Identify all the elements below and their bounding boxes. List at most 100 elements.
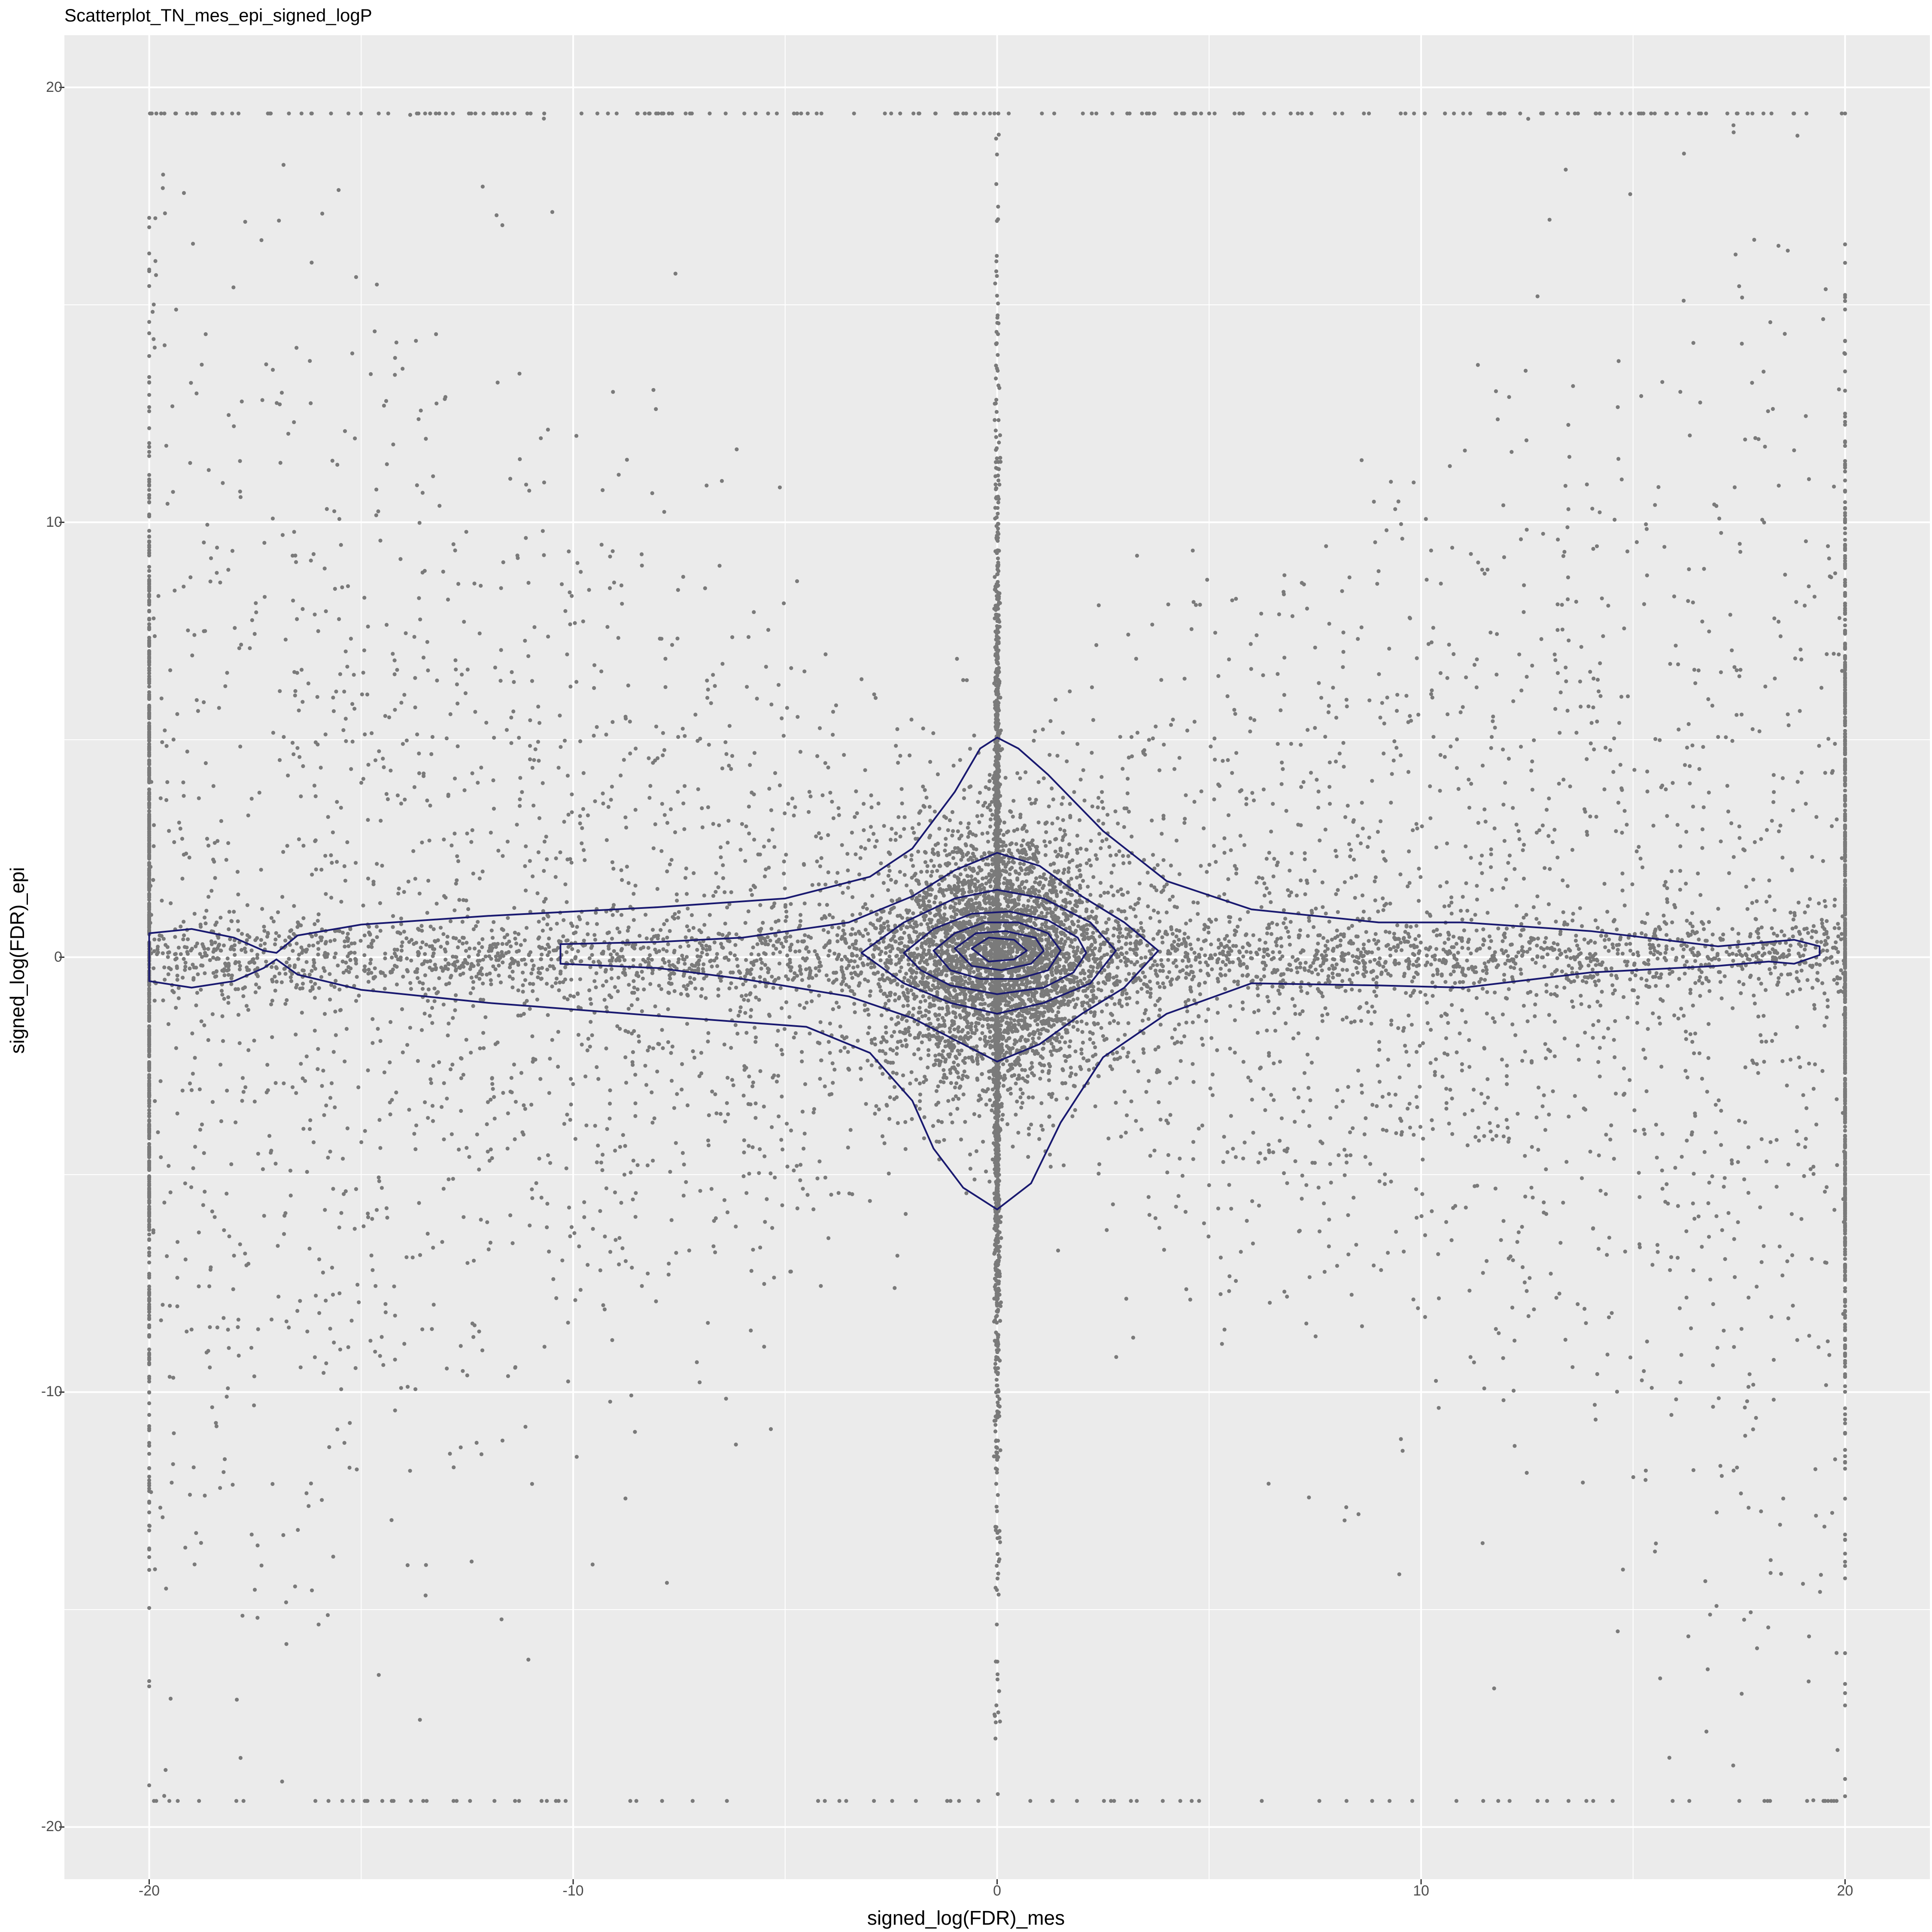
data-point <box>1020 868 1024 872</box>
data-point <box>1009 894 1013 898</box>
data-point <box>362 953 367 957</box>
data-point <box>1000 1018 1005 1022</box>
data-point <box>1018 889 1023 893</box>
data-point <box>1819 940 1823 944</box>
data-point <box>756 953 761 957</box>
data-point <box>1017 1022 1021 1027</box>
data-point <box>1286 967 1290 972</box>
data-point <box>1224 963 1228 967</box>
data-point <box>523 962 528 966</box>
data-point <box>975 1028 979 1032</box>
data-point <box>895 954 899 958</box>
data-point <box>1102 942 1106 946</box>
data-point <box>959 983 963 987</box>
data-point <box>285 960 289 965</box>
data-point <box>924 1009 928 1013</box>
data-point <box>1042 1063 1046 1068</box>
data-point <box>977 984 981 988</box>
data-point <box>966 1021 970 1025</box>
data-point <box>1199 947 1203 951</box>
data-point <box>1373 958 1377 962</box>
data-point <box>1068 1074 1072 1078</box>
data-point <box>1017 1073 1021 1078</box>
data-point <box>1119 887 1123 891</box>
data-point <box>1392 987 1397 991</box>
data-point <box>1019 843 1024 848</box>
data-point <box>930 988 934 992</box>
data-point <box>1128 941 1133 945</box>
data-point <box>1090 909 1094 914</box>
data-point <box>1030 870 1034 874</box>
data-point <box>950 938 954 942</box>
data-point <box>1019 1035 1024 1039</box>
data-point <box>456 945 460 950</box>
data-point <box>1091 996 1095 1001</box>
data-point <box>917 1107 922 1111</box>
data-point <box>914 1078 918 1082</box>
data-point <box>975 879 980 884</box>
data-point <box>1023 872 1027 876</box>
data-point <box>1003 942 1008 946</box>
data-point <box>1289 890 1293 895</box>
data-point <box>1688 991 1692 995</box>
data-point <box>958 992 962 996</box>
data-point <box>369 957 373 962</box>
data-point <box>1051 797 1055 802</box>
data-point <box>1788 910 1793 915</box>
data-point <box>1537 921 1541 925</box>
data-point <box>1101 806 1106 810</box>
data-point <box>460 936 465 940</box>
data-point <box>1090 989 1094 993</box>
data-point <box>1028 1024 1032 1028</box>
data-point <box>958 1013 962 1018</box>
data-point <box>1031 1040 1036 1044</box>
data-point <box>983 1035 987 1039</box>
data-point <box>1126 854 1130 858</box>
data-point <box>1805 978 1810 982</box>
data-point <box>963 979 968 984</box>
data-point <box>956 1063 960 1067</box>
data-point <box>861 905 865 909</box>
data-point <box>935 1036 939 1040</box>
data-point <box>641 957 645 962</box>
data-point <box>914 975 918 980</box>
data-point <box>161 998 165 1002</box>
data-point <box>1502 972 1507 977</box>
data-point <box>367 925 371 929</box>
data-point <box>1062 1054 1067 1058</box>
data-point <box>982 886 986 890</box>
data-point <box>990 1007 994 1011</box>
data-point <box>1338 943 1343 948</box>
data-point <box>1148 995 1152 999</box>
data-point <box>1022 862 1026 866</box>
data-point <box>921 895 926 899</box>
data-point <box>1088 1037 1092 1042</box>
data-point <box>1060 838 1065 842</box>
data-point <box>1206 1007 1210 1012</box>
data-point <box>1044 914 1048 919</box>
data-point <box>984 862 988 866</box>
data-point <box>1334 962 1339 966</box>
data-point <box>984 907 988 911</box>
data-point <box>1085 1059 1089 1063</box>
data-point <box>579 959 583 963</box>
data-point <box>1016 1130 1021 1135</box>
data-point <box>970 998 974 1002</box>
data-point <box>1124 963 1129 968</box>
data-point <box>1091 965 1095 969</box>
data-point <box>908 1081 912 1086</box>
data-point <box>1196 937 1200 942</box>
data-point <box>1026 1038 1030 1042</box>
data-point <box>1063 1059 1068 1063</box>
data-point <box>1045 938 1049 942</box>
data-point <box>923 999 927 1003</box>
data-point <box>1070 907 1075 911</box>
data-point <box>1016 930 1020 934</box>
data-point <box>247 968 251 972</box>
data-point <box>316 947 321 951</box>
data-point <box>745 968 750 972</box>
data-point <box>865 907 869 911</box>
data-point <box>1594 983 1598 987</box>
data-point <box>182 945 187 949</box>
data-point <box>1109 854 1113 858</box>
